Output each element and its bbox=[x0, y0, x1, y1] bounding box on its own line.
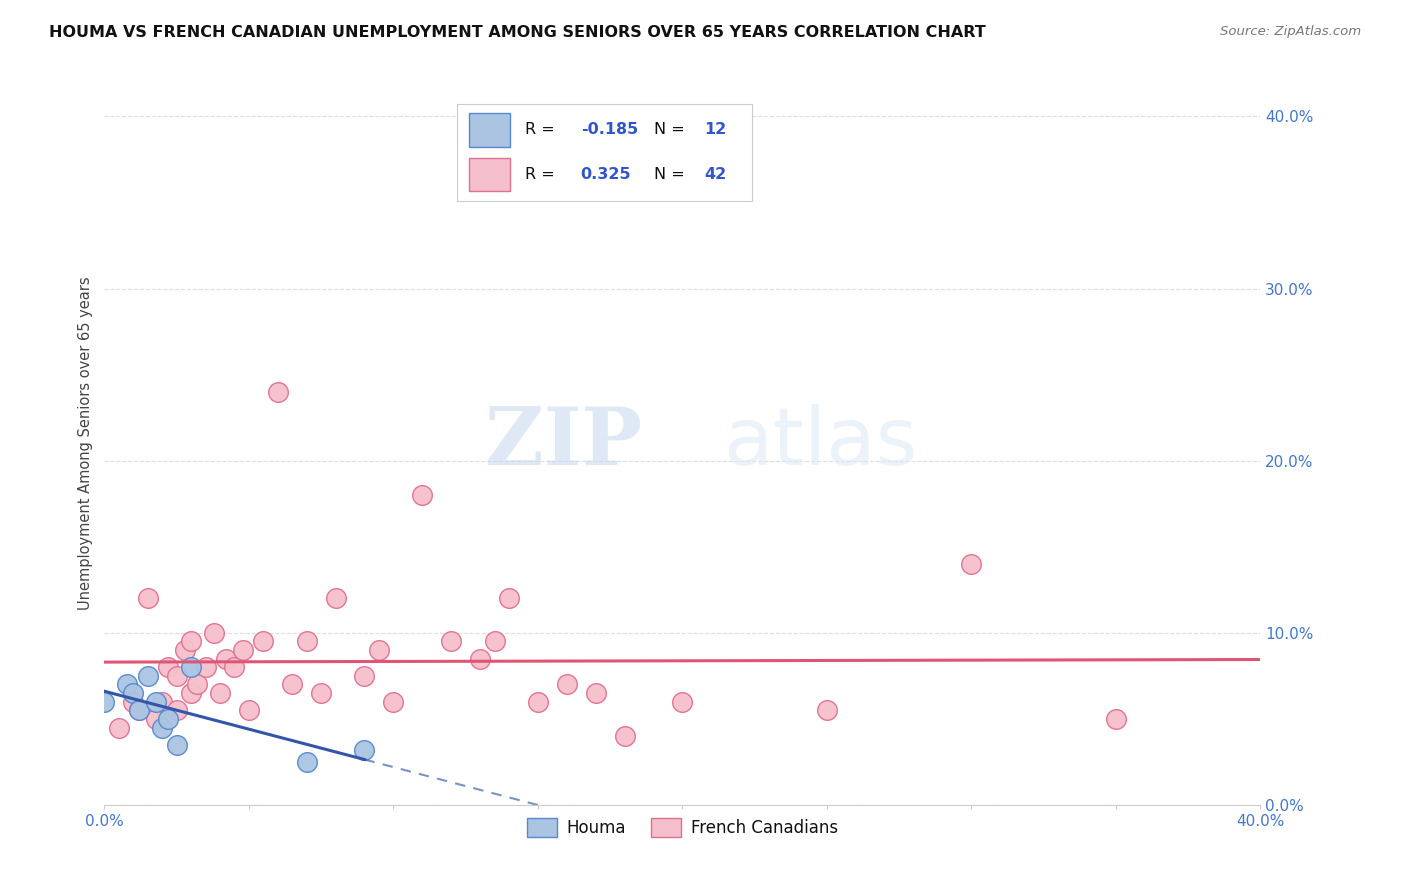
Point bbox=[156, 712, 179, 726]
Point bbox=[186, 677, 208, 691]
Point bbox=[815, 703, 838, 717]
Point bbox=[128, 703, 150, 717]
Point bbox=[166, 669, 188, 683]
Point bbox=[353, 669, 375, 683]
Point bbox=[555, 677, 578, 691]
Point bbox=[232, 643, 254, 657]
Point bbox=[145, 712, 167, 726]
Point bbox=[136, 591, 159, 606]
Point bbox=[411, 488, 433, 502]
Point bbox=[527, 695, 550, 709]
Point bbox=[484, 634, 506, 648]
Point bbox=[93, 695, 115, 709]
Point bbox=[1105, 712, 1128, 726]
Legend: Houma, French Canadians: Houma, French Canadians bbox=[520, 812, 845, 844]
Point bbox=[382, 695, 405, 709]
Point bbox=[108, 721, 131, 735]
Point bbox=[224, 660, 246, 674]
Point bbox=[145, 695, 167, 709]
Point bbox=[281, 677, 304, 691]
Point bbox=[585, 686, 607, 700]
Text: HOUMA VS FRENCH CANADIAN UNEMPLOYMENT AMONG SENIORS OVER 65 YEARS CORRELATION CH: HOUMA VS FRENCH CANADIAN UNEMPLOYMENT AM… bbox=[49, 25, 986, 40]
Y-axis label: Unemployment Among Seniors over 65 years: Unemployment Among Seniors over 65 years bbox=[79, 277, 93, 610]
Point bbox=[180, 634, 202, 648]
Point bbox=[238, 703, 260, 717]
Point bbox=[295, 634, 318, 648]
Point bbox=[156, 660, 179, 674]
Point bbox=[440, 634, 463, 648]
Point bbox=[252, 634, 274, 648]
Point bbox=[267, 384, 290, 399]
Point bbox=[208, 686, 231, 700]
Point bbox=[202, 625, 225, 640]
Point bbox=[960, 557, 983, 571]
Point bbox=[468, 651, 491, 665]
Point bbox=[122, 695, 145, 709]
Point bbox=[166, 738, 188, 752]
Point bbox=[150, 695, 173, 709]
Point bbox=[136, 669, 159, 683]
Point bbox=[180, 660, 202, 674]
Point bbox=[613, 729, 636, 743]
Point bbox=[150, 721, 173, 735]
Text: Source: ZipAtlas.com: Source: ZipAtlas.com bbox=[1220, 25, 1361, 38]
Point bbox=[671, 695, 693, 709]
Point bbox=[215, 651, 238, 665]
Point bbox=[180, 686, 202, 700]
Text: ZIP: ZIP bbox=[485, 404, 643, 483]
Point bbox=[325, 591, 347, 606]
Point bbox=[309, 686, 332, 700]
Point bbox=[353, 743, 375, 757]
Point bbox=[117, 677, 139, 691]
Point bbox=[122, 686, 145, 700]
Point bbox=[367, 643, 389, 657]
Point bbox=[295, 755, 318, 769]
Point bbox=[194, 660, 217, 674]
Text: atlas: atlas bbox=[723, 404, 917, 483]
Point bbox=[166, 703, 188, 717]
Point bbox=[498, 591, 520, 606]
Point bbox=[128, 703, 150, 717]
Point bbox=[174, 643, 197, 657]
